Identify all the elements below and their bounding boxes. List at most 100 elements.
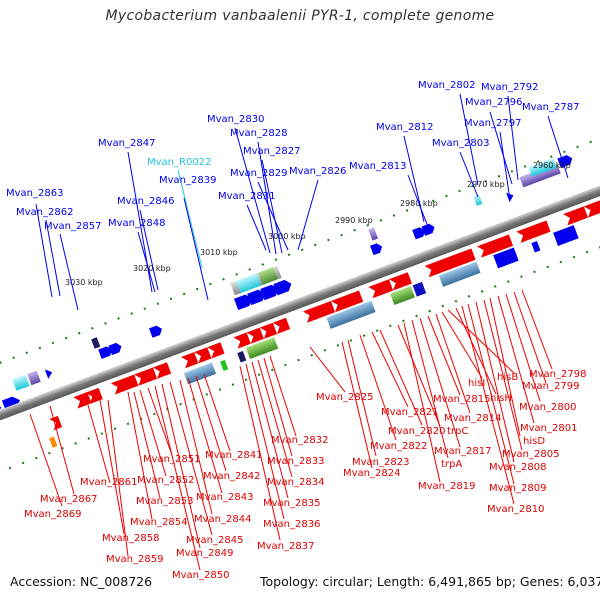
gene-label[interactable]: Mvan_2813 [349, 161, 407, 172]
gene-label[interactable]: Mvan_2825 [316, 392, 374, 403]
gene-label[interactable]: Mvan_2851 [143, 454, 201, 465]
gene-label[interactable]: Mvan_2836 [263, 519, 321, 530]
gene-box [237, 350, 247, 363]
gene-label[interactable]: Mvan_2844 [194, 514, 252, 525]
gene-label[interactable]: Mvan_2829 [230, 168, 288, 179]
gene-label[interactable]: Mvan_2797 [464, 118, 522, 129]
gene-label[interactable]: Mvan_2833 [267, 456, 325, 467]
gene-label[interactable]: Mvan_2819 [418, 481, 476, 492]
gene-label[interactable]: Mvan_2849 [176, 548, 234, 559]
gene-box [531, 241, 541, 253]
gene-label[interactable]: Mvan_2857 [44, 221, 102, 232]
gene-label[interactable]: Mvan_2803 [432, 138, 490, 149]
gene-label[interactable]: Mvan_2848 [108, 218, 166, 229]
gene-label[interactable]: Mvan_2834 [267, 477, 325, 488]
scale-label: 2970 kbp [467, 180, 505, 189]
gene-label[interactable]: Mvan_2861 [80, 477, 138, 488]
reverse-gene-arrow [368, 279, 394, 299]
gene-label[interactable]: Mvan_2800 [519, 402, 577, 413]
reverse-gene-arrow [259, 322, 278, 339]
gene-label[interactable]: Mvan_2823 [352, 457, 410, 468]
gene-label[interactable]: Mvan_2812 [376, 122, 434, 133]
rna-feature [528, 158, 557, 177]
gene-label[interactable]: Mvan_2845 [186, 535, 244, 546]
gene-box [326, 300, 376, 329]
gene-label[interactable]: Mvan_2843 [196, 492, 254, 503]
gene-box [438, 261, 481, 287]
gene-label[interactable]: Mvan_2820 [388, 426, 446, 437]
gene-label[interactable]: Mvan_2826 [289, 166, 347, 177]
gene-label[interactable]: Mvan_2842 [203, 471, 261, 482]
gene-label[interactable]: Mvan_2858 [102, 533, 160, 544]
gene-label[interactable]: Mvan_2792 [481, 82, 539, 93]
gene-label[interactable]: Mvan_2827 [243, 146, 301, 157]
gene-label[interactable]: Mvan_2839 [159, 175, 217, 186]
reverse-gene-arrow [246, 327, 264, 344]
gene-label[interactable]: hisD [523, 436, 546, 447]
gene-label[interactable]: Mvan_2817 [434, 446, 492, 457]
gene-label[interactable]: Mvan_2805 [502, 449, 560, 460]
gene-label[interactable]: Mvan_2810 [487, 504, 545, 515]
gene-label[interactable]: Mvan_2824 [343, 468, 401, 479]
reverse-gene-arrow [85, 387, 103, 404]
gene-box [493, 247, 519, 269]
gene-label[interactable]: Mvan_2822 [370, 441, 428, 452]
reverse-gene-arrow [583, 199, 600, 218]
reverse-gene-arrow [152, 362, 172, 379]
gene-label[interactable]: Mvan_2850 [172, 570, 230, 581]
reverse-gene-arrow [194, 347, 212, 364]
gene-label[interactable]: Mvan_2853 [136, 496, 194, 507]
gene-label[interactable]: Mvan_2852 [137, 475, 195, 486]
scale-label: 3020 kbp [133, 264, 171, 273]
accession-text: Accession: NC_008726 [10, 574, 153, 589]
gene-label[interactable]: trpA [441, 459, 463, 470]
reverse-gene-arrow [424, 248, 476, 278]
gene-label[interactable]: Mvan_2787 [522, 102, 580, 113]
gene-label[interactable]: hisH [490, 393, 512, 404]
reverse-gene-arrow [181, 352, 199, 369]
reverse-gene-arrow [563, 206, 589, 226]
gene-box [27, 370, 41, 386]
gene-label[interactable]: Mvan_2796 [465, 97, 523, 108]
reverse-gene-arrow [73, 392, 92, 409]
forward-gene-arrow [44, 369, 53, 379]
reverse-gene-arrow [49, 415, 63, 431]
gene-label[interactable]: Mvan_2798 [529, 369, 587, 380]
gene-label[interactable]: Mvan_2859 [106, 554, 164, 565]
gene-label[interactable]: Mvan_2846 [117, 196, 175, 207]
gene-label[interactable]: Mvan_2799 [522, 381, 580, 392]
gene-label[interactable]: Mvan_2847 [98, 138, 156, 149]
gene-box [49, 436, 58, 448]
gene-label[interactable]: Mvan_2809 [489, 483, 547, 494]
gene-label[interactable]: Mvan_2869 [24, 509, 82, 520]
gene-label[interactable]: hisI [468, 378, 486, 389]
scale-label: 2990 kbp [335, 216, 373, 225]
gene-label[interactable]: Mvan_2815 [433, 394, 491, 405]
scale-label: 3010 kbp [200, 248, 238, 257]
gene-label[interactable]: Mvan_2808 [489, 462, 547, 473]
gene-label[interactable]: Mvan_2821 [381, 407, 439, 418]
gene-label[interactable]: Mvan_R0022 [147, 157, 212, 168]
gene-label[interactable]: hisB [497, 372, 519, 383]
gene-label[interactable]: Mvan_2801 [520, 423, 578, 434]
gene-label[interactable]: Mvan_2862 [16, 207, 74, 218]
gene-label[interactable]: Mvan_2830 [207, 114, 265, 125]
gene-label[interactable]: Mvan_2831 [218, 191, 276, 202]
gene-label[interactable]: Mvan_2867 [40, 494, 98, 505]
lower-scale-track [8, 236, 600, 470]
gene-label[interactable]: Mvan_2863 [6, 188, 64, 199]
gene-label[interactable]: Mvan_2835 [263, 498, 321, 509]
rna-feature [12, 374, 30, 391]
gene-label[interactable]: Mvan_2802 [418, 80, 476, 91]
gene-label[interactable]: trpC [447, 426, 469, 437]
gene-label[interactable]: Mvan_2841 [205, 450, 263, 461]
gene-label[interactable]: Mvan_2854 [130, 517, 188, 528]
reverse-gene-arrow [207, 342, 225, 359]
gene-label[interactable]: Mvan_2837 [257, 541, 315, 552]
gene-label[interactable]: Mvan_2832 [271, 435, 329, 446]
forward-gene-arrow [260, 284, 279, 301]
gene-label[interactable]: Mvan_2828 [230, 128, 288, 139]
reverse-gene-arrow [134, 367, 158, 386]
gene-label[interactable]: Mvan_2814 [444, 413, 502, 424]
